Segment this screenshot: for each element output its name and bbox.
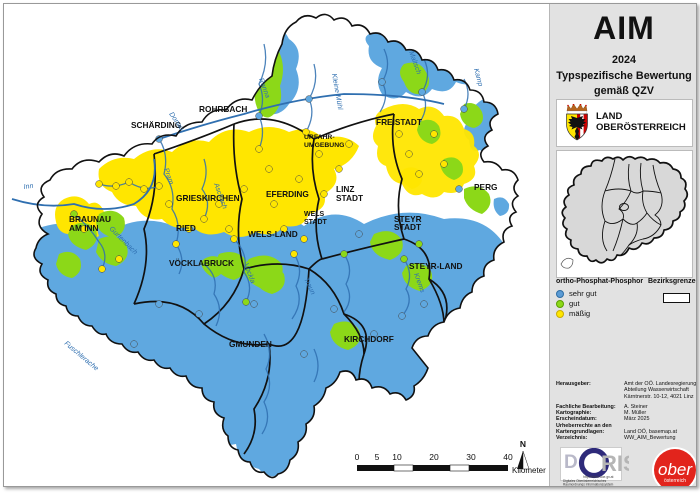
svg-text:URFAHR-: URFAHR- [304, 134, 335, 141]
svg-text:Inn: Inn [23, 183, 34, 191]
svg-text:PERG: PERG [474, 182, 498, 192]
svg-text:RIED: RIED [176, 223, 196, 233]
svg-text:AM INN: AM INN [69, 223, 99, 233]
svg-text:WELS-LAND: WELS-LAND [248, 229, 298, 239]
svg-text:5: 5 [375, 452, 380, 462]
svg-text:30: 30 [466, 452, 476, 462]
svg-text:UMGEBUNG: UMGEBUNG [304, 142, 344, 149]
svg-text:WELS: WELS [304, 211, 325, 218]
svg-text:ROHRBACH: ROHRBACH [199, 104, 247, 114]
svg-text:10: 10 [392, 452, 402, 462]
svg-text:RIS: RIS [601, 451, 629, 476]
svg-text:FREISTADT: FREISTADT [376, 117, 422, 127]
svg-text:VÖCKLABRUCK: VÖCKLABRUCK [169, 258, 234, 268]
svg-text:Fuschlerache: Fuschlerache [63, 340, 100, 372]
svg-text:EFERDING: EFERDING [266, 189, 309, 199]
svg-text:STADT: STADT [336, 193, 363, 203]
svg-text:GMUNDEN: GMUNDEN [229, 339, 272, 349]
svg-text:N: N [520, 439, 526, 449]
svg-text:STADT: STADT [394, 222, 421, 232]
svg-text:Kamp: Kamp [472, 68, 484, 88]
svg-text:STEYR-LAND: STEYR-LAND [409, 261, 462, 271]
svg-text:KIRCHDORF: KIRCHDORF [344, 334, 394, 344]
svg-text:D: D [564, 452, 578, 473]
svg-text:STADT: STADT [304, 219, 328, 226]
svg-text:0: 0 [355, 452, 360, 462]
svg-text:20: 20 [429, 452, 439, 462]
svg-text:GRIESKIRCHEN: GRIESKIRCHEN [176, 193, 240, 203]
svg-text:Kilometer: Kilometer [512, 466, 546, 475]
svg-text:ober: ober [658, 460, 693, 479]
svg-text:österreich: österreich [664, 478, 686, 484]
svg-text:40: 40 [503, 452, 513, 462]
svg-text:Raumordnungs Informationssyste: Raumordnungs Informationssystem [563, 483, 614, 487]
